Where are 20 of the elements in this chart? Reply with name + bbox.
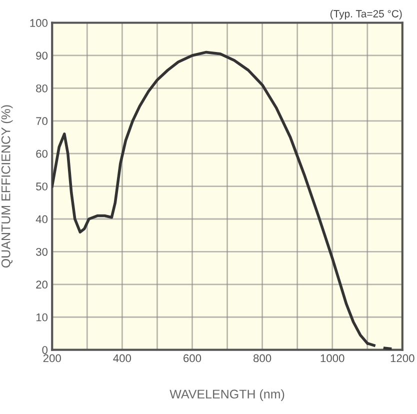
y-tick-label: 40	[36, 215, 48, 224]
y-tick-label: 20	[36, 280, 48, 289]
x-tick-label: 400	[113, 354, 132, 362]
x-tick-label: 800	[254, 354, 272, 362]
x-tick-label: 1000	[320, 354, 344, 362]
y-tick-label: 50	[36, 182, 48, 190]
text: (Typ. Ta=25 °C)	[330, 10, 402, 20]
y-tick-label: 100	[30, 19, 48, 27]
y-tick-label: 0	[42, 346, 48, 354]
x-axis-title: WAVELENGTH (nm)	[170, 389, 284, 401]
y-tick-label: 80	[36, 84, 48, 92]
y-tick-label: 30	[36, 248, 48, 256]
x-tick-label: 200	[43, 354, 61, 362]
x-tick-label: 600	[184, 354, 202, 362]
y-axis-title: QUANTUM EFFICIENCY (%)	[1, 105, 13, 268]
x-tick-label: 1200	[390, 354, 414, 362]
y-tick-label: 70	[36, 117, 48, 126]
y-tick-label: 60	[36, 150, 48, 158]
y-tick-label: 10	[36, 313, 48, 322]
y-tick-label: 90	[36, 52, 48, 60]
